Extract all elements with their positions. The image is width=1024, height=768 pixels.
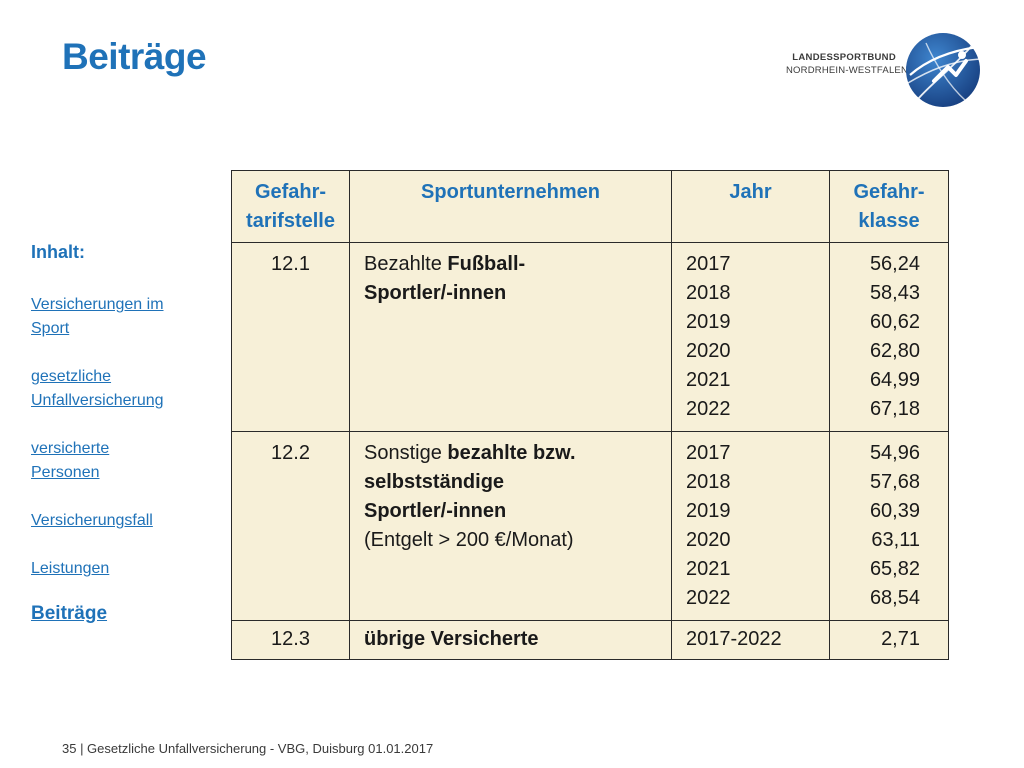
year: 2018 [686,282,731,304]
footer-text: 35 | Gesetzliche Unfallversicherung - VB… [62,741,434,756]
landessportbund-logo: LANDESSPORTBUND NORDRHEIN-WESTFALEN [786,31,986,107]
table-row: 12.2 Sonstige bezahlte bzw. selbstständi… [231,431,949,621]
header-sportunternehmen: Sportunternehmen [349,170,672,243]
sidebar-link-line: gesetzliche [31,368,112,385]
header-line: klasse [858,210,920,232]
sidebar-link-line: Versicherungsfall [31,512,153,529]
cell-code: 12.1 [231,242,350,432]
header-jahr: Jahr [671,170,830,243]
header-gefahrklasse: Gefahr- klasse [829,170,949,243]
desc-text-bold: Sportler/-innen [364,282,507,304]
sidebar-link-line: Personen [31,464,100,481]
desc-text: (Entgelt > 200 €/Monat) [364,529,574,551]
year: 2020 [686,340,731,362]
year: 2021 [686,558,731,580]
sidebar-link-versicherte-personen[interactable]: versicherte Personen [31,437,221,485]
value: 63,11 [871,529,920,551]
cell-code: 12.3 [231,620,350,660]
cell-values: 2,71 [829,620,949,660]
cell-values: 54,96 57,68 60,39 63,11 65,82 68,54 [829,431,949,621]
table-row: 12.1 Bezahlte Fußball- Sportler/-innen 2… [231,242,949,432]
sidebar-link-versicherungsfall[interactable]: Versicherungsfall [31,509,221,533]
desc-text: Bezahlte [364,253,448,275]
year: 2022 [686,587,731,609]
value: 67,18 [869,398,920,420]
desc-text: Sonstige [364,442,448,464]
year: 2017 [686,442,731,464]
sidebar-link-line: Unfallversicherung [31,392,164,409]
sidebar-link-line: Versicherungen im [31,296,164,313]
year: 2018 [686,471,731,493]
year: 2020 [686,529,731,551]
value: 65,82 [869,558,920,580]
cell-years: 2017 2018 2019 2020 2021 2022 [671,431,830,621]
table-header-row: Gefahr- tarifstelle Sportunternehmen Jah… [231,170,949,243]
cell-values: 56,24 58,43 60,62 62,80 64,99 67,18 [829,242,949,432]
desc-text-bold: bezahlte bzw. [447,442,576,464]
page-title: Beiträge [62,36,207,77]
cell-description: Sonstige bezahlte bzw. selbstständige Sp… [349,431,672,621]
sidebar-link-beitraege[interactable]: Beiträge [31,603,108,624]
cell-description: übrige Versicherte [349,620,672,660]
contribution-table: Gefahr- tarifstelle Sportunternehmen Jah… [231,170,949,660]
value: 60,39 [869,500,920,522]
cell-code: 12.2 [231,431,350,621]
header-line: Gefahr- [853,181,925,203]
logo-line-1: LANDESSPORTBUND [792,52,896,63]
header-gefahrtarifstelle: Gefahr- tarifstelle [231,170,350,243]
cell-description: Bezahlte Fußball- Sportler/-innen [349,242,672,432]
value: 57,68 [869,471,920,493]
desc-text-bold: Fußball- [447,253,526,275]
value: 58,43 [869,282,920,304]
sidebar-link-line: versicherte [31,440,110,457]
value: 68,54 [869,587,920,609]
sidebar-link-versicherungen-im-sport[interactable]: Versicherungen im Sport [31,293,221,341]
sidebar-heading: Inhalt: [31,242,85,262]
logo-line-2: NORDRHEIN-WESTFALEN [786,65,909,76]
header-line: tarifstelle [246,210,335,232]
cell-years: 2017 2018 2019 2020 2021 2022 [671,242,830,432]
sidebar-link-leistungen[interactable]: Leistungen [31,557,221,581]
sidebar-link-gesetzliche-unfallversicherung[interactable]: gesetzliche Unfallversicherung [31,365,221,413]
value: 62,80 [869,340,920,362]
year: 2021 [686,369,731,391]
table-row: 12.3 übrige Versicherte 2017-2022 2,71 [231,620,949,660]
globe-athlete-icon [906,33,981,107]
desc-text-bold: Sportler/-innen [364,500,507,522]
value: 64,99 [869,369,920,391]
sidebar-link-line: Sport [31,320,70,337]
cell-years: 2017-2022 [671,620,830,660]
year: 2019 [686,311,731,333]
value: 56,24 [869,253,920,275]
desc-text-bold: selbstständige [364,471,505,493]
year: 2022 [686,398,731,420]
sidebar-navigation: Inhalt: Versicherungen im Sport gesetzli… [31,242,221,650]
header-line: Gefahr- [254,181,327,203]
sidebar-link-line: Leistungen [31,560,110,577]
value: 60,62 [869,311,920,333]
year: 2017 [686,253,731,275]
year: 2019 [686,500,731,522]
value: 54,96 [869,442,920,464]
logo-text: LANDESSPORTBUND NORDRHEIN-WESTFALEN [786,51,909,77]
